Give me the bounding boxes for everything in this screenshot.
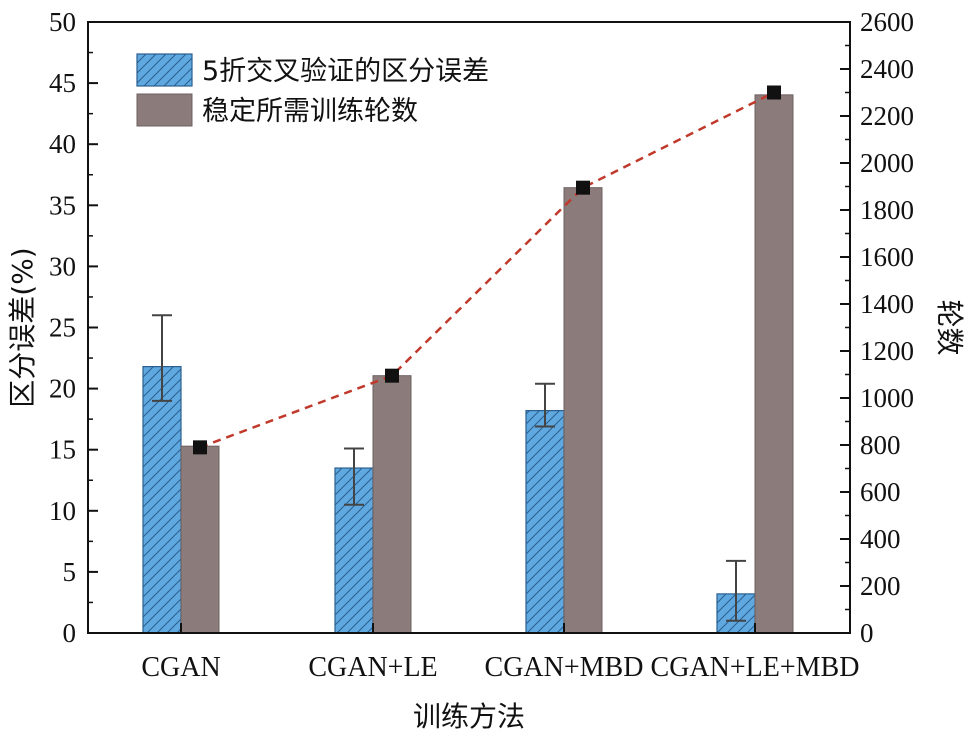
right-tick-label: 400 bbox=[860, 524, 901, 554]
legend-label-error: 5折交叉验证的区分误差 bbox=[202, 56, 489, 87]
error-bar-1 bbox=[152, 314, 172, 402]
x-axis-title: 训练方法 bbox=[413, 700, 525, 733]
left-tick-label: 35 bbox=[49, 190, 76, 220]
epochs-marker-2 bbox=[385, 368, 399, 383]
left-tick-label: 45 bbox=[49, 68, 76, 98]
left-tick-label: 5 bbox=[63, 557, 77, 587]
error-bar-3 bbox=[535, 382, 555, 428]
left-tick-label: 50 bbox=[49, 7, 76, 37]
epochs-trend-line bbox=[199, 91, 775, 449]
right-tick-label: 600 bbox=[860, 477, 901, 507]
bar-epochs-1 bbox=[180, 445, 220, 634]
epochs-marker-4 bbox=[767, 85, 781, 100]
bar-error-3 bbox=[525, 409, 565, 634]
right-tick-label: 2400 bbox=[860, 54, 914, 84]
plot-area bbox=[142, 85, 794, 634]
left-axis-title: 区分误差(%) bbox=[6, 247, 39, 407]
bar-epochs-3 bbox=[563, 187, 603, 634]
right-tick-label: 1800 bbox=[860, 195, 914, 225]
legend-swatch-error bbox=[136, 53, 193, 87]
right-tick-label: 200 bbox=[860, 571, 901, 601]
left-tick-label: 25 bbox=[49, 313, 76, 343]
left-tick-label: 0 bbox=[63, 618, 77, 648]
right-tick-label: 1000 bbox=[860, 383, 914, 413]
left-tick-label: 20 bbox=[49, 374, 76, 404]
left-tick-label: 15 bbox=[49, 435, 76, 465]
right-tick-label: 2600 bbox=[860, 7, 914, 37]
right-axis-title: 轮数 bbox=[933, 299, 966, 355]
x-tick-label-4: CGAN+LE+MBD bbox=[651, 652, 860, 683]
bar-error-1 bbox=[142, 366, 182, 634]
right-tick-label: 2200 bbox=[860, 101, 914, 131]
legend-swatch-epochs bbox=[136, 93, 193, 127]
right-tick-label: 0 bbox=[860, 618, 874, 648]
bar-epochs-2 bbox=[372, 375, 412, 634]
error-bar-2 bbox=[344, 447, 364, 506]
x-tick-label-1: CGAN bbox=[141, 652, 220, 683]
epochs-marker-1 bbox=[193, 440, 207, 455]
epochs-marker-3 bbox=[576, 180, 590, 195]
right-tick-label: 1600 bbox=[860, 242, 914, 272]
right-tick-label: 2000 bbox=[860, 148, 914, 178]
left-tick-label: 10 bbox=[49, 496, 76, 526]
right-tick-label: 800 bbox=[860, 430, 901, 460]
x-tick-label-3: CGAN+MBD bbox=[485, 652, 644, 683]
legend-label-epochs: 稳定所需训练轮数 bbox=[202, 96, 418, 127]
error-bar-4 bbox=[726, 559, 746, 622]
bar-epochs-4 bbox=[754, 94, 794, 634]
right-tick-label: 1200 bbox=[860, 336, 914, 366]
right-tick-label: 1400 bbox=[860, 289, 914, 319]
x-tick-label-2: CGAN+LE bbox=[308, 652, 437, 683]
left-tick-label: 40 bbox=[49, 129, 76, 159]
left-tick-label: 30 bbox=[49, 251, 76, 281]
axes: 0 5 10 15 20 25 30 35 40 45 50 0 200 400 600 800 1000 120… bbox=[6, 7, 966, 733]
